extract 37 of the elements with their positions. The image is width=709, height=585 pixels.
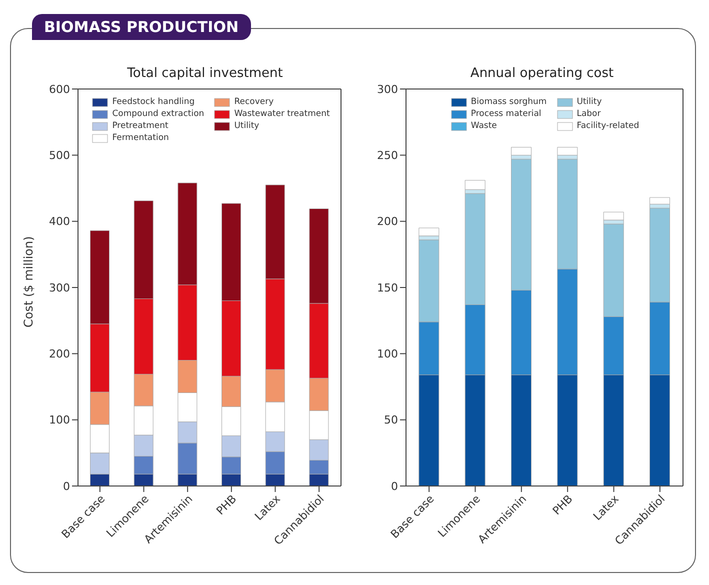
y-tick-label: 600	[49, 82, 70, 96]
legend-label: Pretreatment	[112, 121, 168, 131]
bar	[650, 197, 670, 204]
legend-label: Utility	[234, 121, 260, 131]
legend-label: Compound extraction	[112, 109, 204, 119]
y-tick-label: 0	[391, 480, 398, 493]
bar	[464, 180, 486, 190]
legend-label: Labor	[576, 109, 601, 119]
y-tick-label: 200	[49, 348, 70, 361]
chart-title: Total capital investment	[126, 66, 284, 81]
y-tick-label: 400	[49, 215, 70, 228]
y-tick-label: 100	[377, 348, 398, 361]
y-tick-label: 100	[49, 414, 70, 427]
text: BIOMASS PRODUCTION	[32, 14, 251, 40]
legend-label: Waste	[470, 121, 497, 131]
chart-title: Annual operating cost	[469, 66, 615, 81]
y-tick-label: 0	[63, 480, 70, 493]
y-tick-label: 300	[377, 82, 398, 96]
bar	[557, 146, 578, 156]
y-tick-label: 250	[377, 149, 398, 162]
bar	[511, 146, 532, 156]
bar	[418, 228, 440, 236]
legend-label: Wastewater treatment	[234, 109, 330, 119]
legend-label: Biomass sorghum	[470, 97, 547, 107]
y-tick-label: 150	[377, 281, 398, 294]
legend-label: Recovery	[234, 97, 274, 107]
y-tick-label: 500	[49, 149, 70, 162]
legend-label: Facility-related	[576, 121, 640, 131]
legend-label: Utility	[576, 97, 602, 107]
y-axis-title: Cost ($ million)	[21, 236, 36, 328]
y-tick-label: 200	[377, 215, 398, 228]
legend-label: Feedstock handling	[112, 97, 195, 107]
legend-label: Fermentation	[112, 133, 169, 143]
y-tick-label: 300	[49, 281, 70, 294]
legend-label: Process material	[470, 109, 542, 119]
bar	[603, 212, 624, 220]
y-tick-label: 50	[384, 414, 398, 427]
